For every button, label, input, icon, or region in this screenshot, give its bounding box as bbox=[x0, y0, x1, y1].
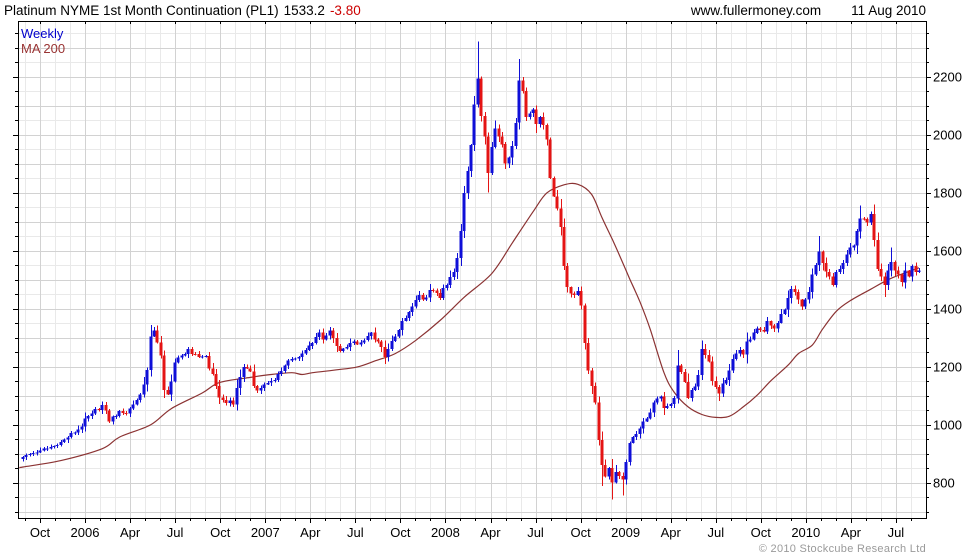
svg-text:2007: 2007 bbox=[251, 525, 280, 540]
svg-text:Apr: Apr bbox=[841, 525, 862, 540]
svg-text:Apr: Apr bbox=[300, 525, 321, 540]
chart-legend: Weekly MA 200 bbox=[21, 26, 65, 56]
svg-text:Oct: Oct bbox=[390, 525, 411, 540]
chart-title: Platinum NYME 1st Month Continuation (PL… bbox=[4, 3, 279, 18]
svg-text:Apr: Apr bbox=[120, 525, 141, 540]
svg-text:Jul: Jul bbox=[347, 525, 364, 540]
svg-text:2200: 2200 bbox=[933, 70, 962, 85]
chart-header-right: www.fullermoney.com 11 Aug 2010 bbox=[691, 3, 926, 18]
svg-text:1200: 1200 bbox=[933, 359, 962, 374]
legend-ma-label: MA 200 bbox=[21, 41, 66, 56]
svg-text:Jul: Jul bbox=[888, 525, 905, 540]
svg-text:Jul: Jul bbox=[527, 525, 544, 540]
svg-text:1800: 1800 bbox=[933, 185, 962, 200]
grid-minor bbox=[18, 21, 926, 518]
svg-text:Apr: Apr bbox=[480, 525, 501, 540]
svg-text:2000: 2000 bbox=[933, 128, 962, 143]
last-price: 1533.2 bbox=[283, 3, 325, 18]
legend-series-label: Weekly bbox=[21, 26, 64, 41]
svg-text:Jul: Jul bbox=[707, 525, 724, 540]
svg-text:1000: 1000 bbox=[933, 417, 962, 432]
svg-text:2006: 2006 bbox=[71, 525, 100, 540]
svg-text:Oct: Oct bbox=[751, 525, 772, 540]
copyright-notice: © 2010 Stockcube Research Ltd bbox=[758, 543, 926, 555]
svg-text:2009: 2009 bbox=[611, 525, 640, 540]
candles-layer bbox=[21, 41, 921, 500]
svg-text:2010: 2010 bbox=[791, 525, 820, 540]
x-axis-labels: Oct 2006 Apr Jul Oct 2007 Apr Jul Oct 2008 Apr Jul O… bbox=[30, 525, 904, 540]
svg-text:Oct: Oct bbox=[570, 525, 591, 540]
svg-text:Oct: Oct bbox=[30, 525, 51, 540]
chart-date: 11 Aug 2010 bbox=[851, 3, 926, 18]
svg-text:Apr: Apr bbox=[661, 525, 682, 540]
plot-frame bbox=[13, 21, 931, 523]
svg-text:Oct: Oct bbox=[210, 525, 231, 540]
ma-200-line bbox=[18, 182, 920, 469]
svg-text:1600: 1600 bbox=[933, 243, 962, 258]
svg-text:800: 800 bbox=[933, 475, 955, 490]
price-change: -3.80 bbox=[329, 3, 361, 18]
source-site: www.fullermoney.com bbox=[690, 3, 822, 18]
svg-text:Jul: Jul bbox=[167, 525, 184, 540]
svg-text:2008: 2008 bbox=[431, 525, 460, 540]
chart-header: Platinum NYME 1st Month Continuation (PL… bbox=[4, 3, 361, 18]
grid-major bbox=[18, 21, 926, 518]
svg-text:1400: 1400 bbox=[933, 301, 962, 316]
y-axis-labels: 800 1000 1200 1400 1600 1800 2000 2200 bbox=[933, 70, 962, 491]
